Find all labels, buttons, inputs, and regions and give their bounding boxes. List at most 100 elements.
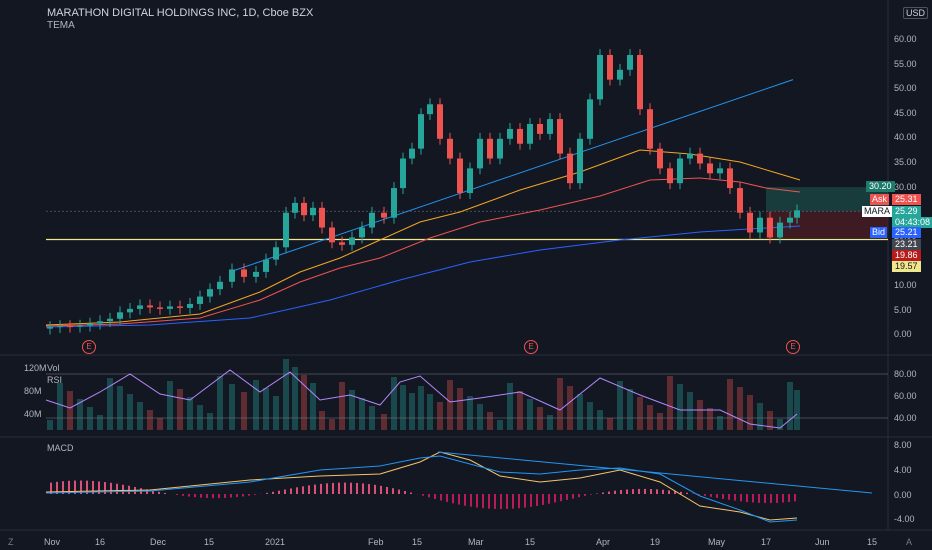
candle-body: [477, 138, 483, 169]
macd-histogram-bar: [476, 494, 478, 508]
time-tick: 2021: [265, 537, 286, 547]
volume-bar: [557, 378, 563, 430]
candle-body: [777, 222, 783, 238]
macd-histogram-bar: [686, 492, 688, 494]
volume-bar: [273, 396, 279, 430]
macd-histogram-bar: [296, 487, 298, 494]
volume-label[interactable]: Vol: [47, 363, 60, 373]
macd-histogram-bar: [668, 490, 670, 494]
volume-bar: [677, 384, 683, 430]
candle-body: [517, 128, 523, 144]
volume-bar: [467, 396, 473, 430]
earnings-marker-3[interactable]: E: [786, 340, 800, 354]
volume-bar: [547, 415, 553, 430]
time-tick: 15: [525, 537, 536, 547]
macd-histogram-bar: [674, 491, 676, 494]
volume-bar: [757, 403, 763, 430]
volume-bar: [567, 386, 573, 430]
macd-histogram-bar: [758, 494, 760, 503]
time-tick: Feb: [368, 537, 384, 547]
volume-bar: [167, 381, 173, 430]
macd-histogram-bar: [410, 492, 412, 494]
candle-body: [207, 289, 213, 297]
macd-histogram-bar: [152, 490, 154, 494]
macd-histogram-bar: [710, 494, 712, 497]
volume-bar: [507, 383, 513, 430]
macd-histogram-bar: [368, 484, 370, 494]
currency-badge[interactable]: USD: [903, 7, 929, 19]
symbol-title[interactable]: MARATHON DIGITAL HOLDINGS INC, 1D, Cboe …: [47, 7, 314, 19]
candle-body: [349, 237, 355, 245]
candle-body: [487, 138, 493, 159]
rsi-axis-80: 80.00: [894, 369, 917, 379]
macd-histogram-bar: [104, 482, 106, 494]
target-price-label: 30.20: [866, 181, 895, 192]
volume-bar: [292, 367, 298, 430]
volume-bar: [747, 395, 753, 430]
candle-body: [67, 326, 73, 328]
volume-bar: [301, 375, 307, 430]
candle-body: [157, 307, 163, 309]
volume-bar: [647, 405, 653, 430]
volume-bar: [67, 391, 73, 430]
auto-scale-button[interactable]: A: [906, 537, 913, 547]
candle-body: [329, 227, 335, 243]
candle-body: [687, 153, 693, 159]
macd-label[interactable]: MACD: [47, 443, 74, 453]
volume-bar: [777, 419, 783, 430]
candle-body: [310, 207, 316, 216]
volume-bar: [197, 405, 203, 430]
macd-histogram-bar: [122, 484, 124, 494]
candle-body: [107, 318, 113, 322]
macd-histogram-bar: [530, 494, 532, 507]
earnings-marker-1[interactable]: E: [82, 340, 96, 354]
volume-bar: [707, 408, 713, 430]
volume-bar: [217, 376, 223, 430]
macd-histogram-bar: [56, 481, 58, 494]
macd-histogram-bar: [380, 485, 382, 494]
time-tick: 17: [761, 537, 772, 547]
volume-bar: [137, 402, 143, 430]
macd-histogram-bar: [722, 494, 724, 499]
candle-body: [607, 54, 613, 80]
ma-price-label: 23.21: [892, 239, 921, 250]
macd-histogram-bar: [332, 482, 334, 494]
indicator-label[interactable]: TEMA: [47, 20, 75, 31]
volume-bar: [117, 386, 123, 430]
earnings-marker-2[interactable]: E: [524, 340, 538, 354]
volume-bar: [617, 381, 623, 430]
macd-histogram-bar: [794, 494, 796, 502]
candle-body: [577, 138, 583, 184]
candle-body: [597, 54, 603, 100]
macd-histogram-bar: [62, 481, 64, 494]
candle-body: [57, 326, 63, 328]
macd-histogram-bar: [68, 480, 70, 494]
macd-histogram-bar: [290, 488, 292, 494]
volume-axis-40m: 40M: [24, 409, 42, 419]
candle-body: [400, 158, 406, 189]
macd-histogram-bar: [608, 491, 610, 494]
macd-histogram-bar: [182, 494, 184, 496]
time-tick: 15: [867, 537, 878, 547]
volume-bar: [177, 389, 183, 430]
timezone-corner-button[interactable]: Z: [8, 537, 14, 547]
macd-histogram-bar: [488, 494, 490, 509]
volume-bar: [447, 380, 453, 430]
macd-histogram-bar: [350, 482, 352, 494]
macd-histogram-bar: [272, 491, 274, 494]
macd-histogram-bar: [308, 485, 310, 494]
candle-body: [557, 119, 563, 154]
volume-bar: [794, 390, 800, 430]
support-price-label: 19.57: [892, 261, 921, 272]
candle-body: [787, 217, 793, 223]
macd-histogram-bar: [254, 494, 256, 495]
trendline: [229, 79, 794, 273]
macd-histogram-bar: [284, 489, 286, 494]
ma-orange-line: [45, 149, 801, 326]
last-price-label: 25.29: [892, 206, 921, 217]
rsi-label[interactable]: RSI: [47, 375, 63, 385]
volume-bar: [87, 407, 93, 430]
macd-histogram-bar: [734, 494, 736, 501]
time-tick: Jun: [815, 537, 830, 547]
